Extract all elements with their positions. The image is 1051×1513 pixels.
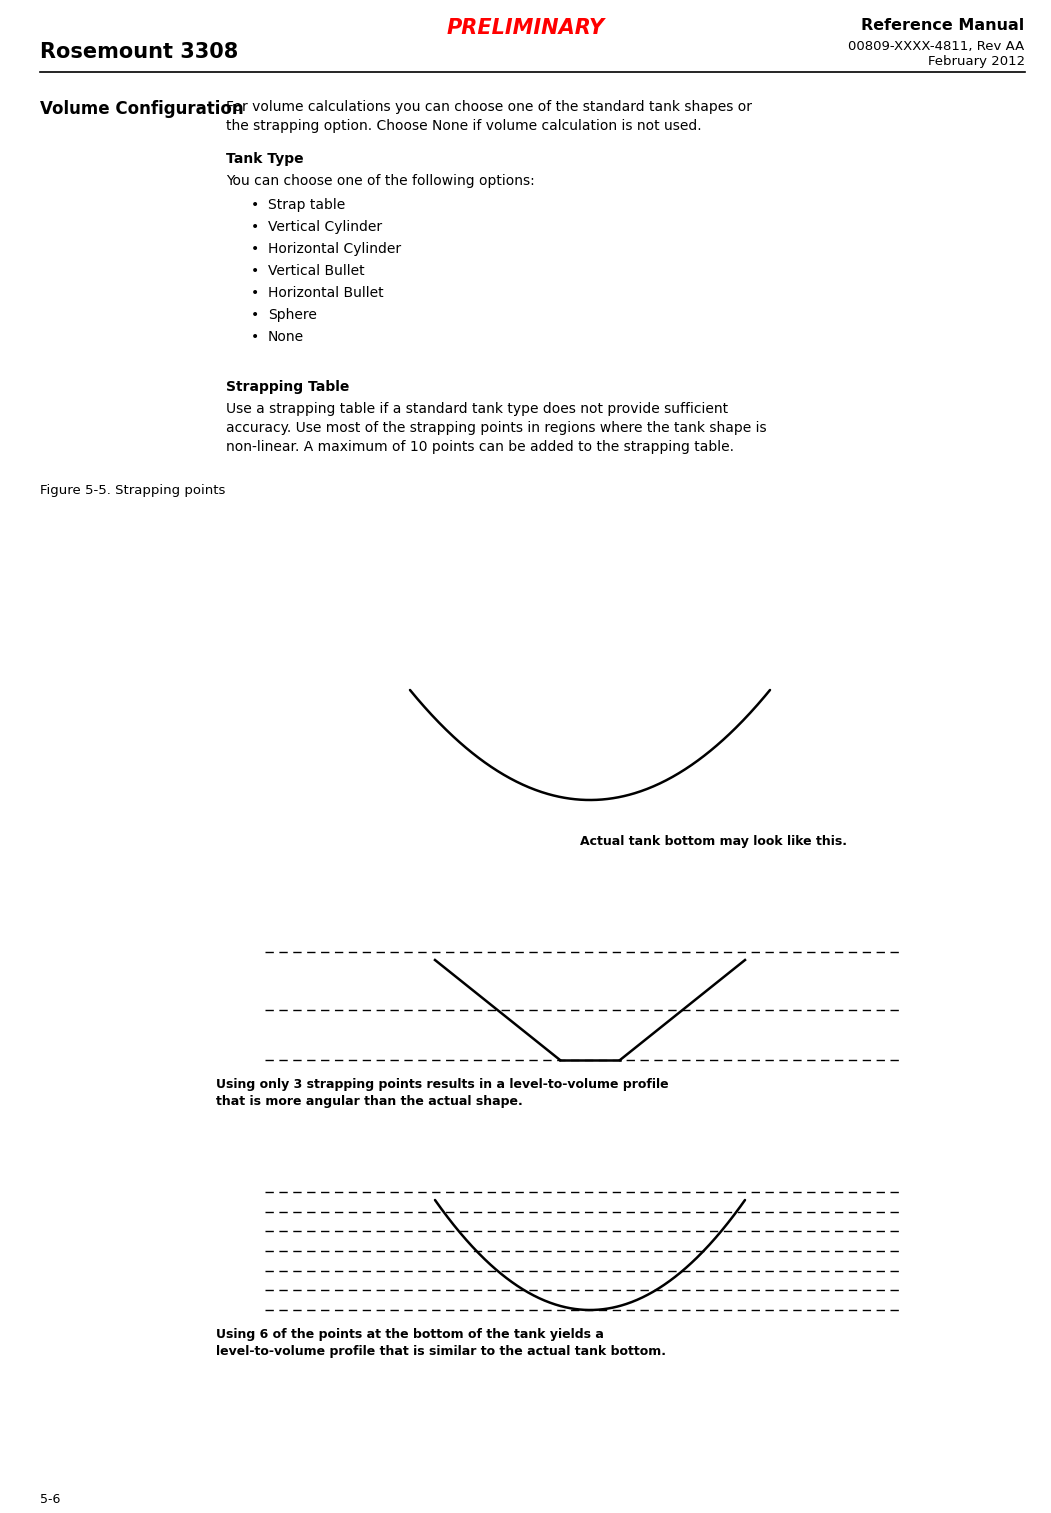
Text: Using only 3 strapping points results in a level-to-volume profile
that is more : Using only 3 strapping points results in… [215, 1077, 668, 1108]
Text: •: • [251, 263, 260, 278]
Text: You can choose one of the following options:: You can choose one of the following opti… [226, 174, 535, 188]
Text: Actual tank bottom may look like this.: Actual tank bottom may look like this. [580, 835, 847, 847]
Text: Using 6 of the points at the bottom of the tank yields a
level-to-volume profile: Using 6 of the points at the bottom of t… [215, 1328, 666, 1359]
Text: •: • [251, 242, 260, 256]
Text: Strapping Table: Strapping Table [226, 380, 349, 393]
Text: •: • [251, 330, 260, 343]
Text: •: • [251, 309, 260, 322]
Text: •: • [251, 198, 260, 212]
Text: Horizontal Cylinder: Horizontal Cylinder [268, 242, 401, 256]
Text: •: • [251, 286, 260, 300]
Text: PRELIMINARY: PRELIMINARY [447, 18, 604, 38]
Text: Tank Type: Tank Type [226, 151, 304, 166]
Text: For volume calculations you can choose one of the standard tank shapes or
the st: For volume calculations you can choose o… [226, 100, 751, 133]
Text: Use a strapping table if a standard tank type does not provide sufficient
accura: Use a strapping table if a standard tank… [226, 402, 766, 454]
Text: Strap table: Strap table [268, 198, 345, 212]
Text: Figure 5-5. Strapping points: Figure 5-5. Strapping points [40, 484, 225, 496]
Text: Reference Manual: Reference Manual [862, 18, 1025, 33]
Text: None: None [268, 330, 304, 343]
Text: Sphere: Sphere [268, 309, 316, 322]
Text: Rosemount 3308: Rosemount 3308 [40, 42, 239, 62]
Text: Vertical Bullet: Vertical Bullet [268, 263, 365, 278]
Text: Horizontal Bullet: Horizontal Bullet [268, 286, 384, 300]
Text: •: • [251, 219, 260, 235]
Text: Volume Configuration: Volume Configuration [40, 100, 244, 118]
Text: 00809-XXXX-4811, Rev AA: 00809-XXXX-4811, Rev AA [848, 39, 1025, 53]
Text: Vertical Cylinder: Vertical Cylinder [268, 219, 383, 235]
Text: 5-6: 5-6 [40, 1493, 60, 1505]
Text: February 2012: February 2012 [928, 54, 1025, 68]
